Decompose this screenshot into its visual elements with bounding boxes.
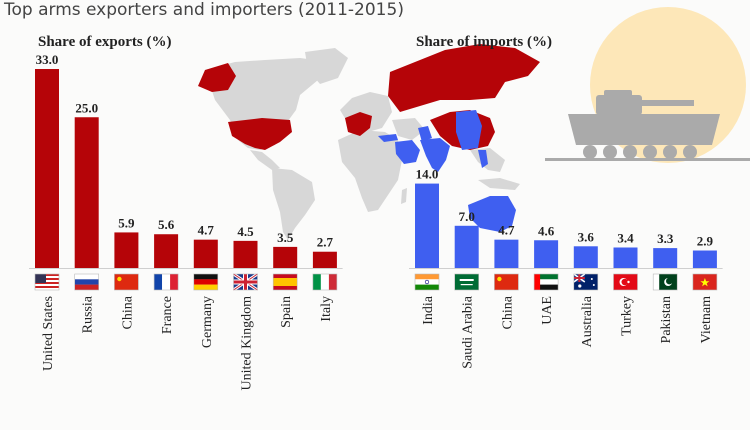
imports-value-label: 3.4	[617, 230, 634, 245]
tank-icon	[545, 90, 750, 161]
imports-category-label: Vietnam	[699, 296, 714, 343]
world-map	[198, 44, 540, 240]
indonesia-shape	[478, 178, 520, 190]
exports-category-label: United States	[41, 296, 56, 371]
madagascar-shape	[401, 188, 407, 204]
italy-flag-icon	[312, 273, 338, 291]
imports-category-label: UAE	[540, 296, 555, 325]
imports-category-label: China	[500, 295, 515, 329]
turkey-flag-icon	[613, 273, 638, 291]
imports-bar	[494, 239, 519, 268]
pakistan-shape	[418, 126, 432, 142]
imports-value-label: 3.6	[578, 229, 595, 244]
imports-bar	[653, 248, 678, 268]
imports-category-label: Turkey	[620, 296, 635, 336]
vietnam-shape	[478, 150, 488, 168]
imports-bar	[415, 183, 439, 268]
exports-value-label: 33.0	[36, 52, 59, 67]
exports-category-label: United Kingdom	[240, 296, 255, 391]
exports-bar	[233, 240, 258, 268]
australia-flag-icon	[573, 273, 599, 291]
exports-category-label: Germany	[200, 296, 215, 348]
exports-bar	[74, 117, 99, 268]
exports-category-label: China	[120, 295, 135, 329]
exports-category-label: France	[160, 296, 175, 334]
alaska-shape	[198, 63, 236, 92]
exports-value-label: 3.5	[277, 230, 294, 245]
germany-flag-icon	[193, 273, 219, 291]
turkey-shape	[378, 134, 398, 142]
imports-value-label: 2.9	[697, 234, 714, 249]
exports-bar	[312, 251, 337, 268]
exports-value-label: 5.6	[158, 217, 175, 232]
russia-shape	[388, 44, 540, 112]
uae-flag-icon	[533, 273, 559, 291]
east-china-shape	[456, 110, 482, 150]
chart-title: Top arms exporters and importers (2011-2…	[4, 0, 404, 20]
exports-bar	[273, 246, 298, 268]
imports-value-label: 3.3	[657, 231, 674, 246]
india-flag-icon	[414, 273, 440, 291]
africa-shape	[338, 130, 402, 212]
pakistan-flag-icon	[652, 273, 678, 291]
central-america-shape	[250, 150, 280, 170]
exports-bar	[35, 69, 59, 268]
exports-value-label: 4.7	[198, 223, 215, 238]
west-europe-shape	[345, 112, 372, 136]
uk-flag-icon	[232, 272, 259, 292]
greenland-shape	[305, 48, 348, 84]
exports-value-label: 2.7	[317, 235, 334, 250]
imports-bar	[534, 240, 559, 268]
imports-category-label: Australia	[580, 295, 595, 347]
exports-bar	[114, 232, 139, 268]
imports-bar	[573, 246, 598, 268]
usa-shape	[228, 118, 292, 150]
imports-category-label: India	[421, 295, 436, 325]
russia-flag-icon	[74, 273, 99, 291]
exports-panel-title: Share of exports (%)	[38, 34, 172, 50]
exports-bar	[154, 234, 179, 268]
imports-value-label: 7.0	[459, 209, 475, 224]
saudi-arabia-shape	[395, 140, 420, 164]
imports-value-label: 4.7	[498, 223, 515, 238]
imports-bar	[454, 225, 479, 268]
imports-value-label: 4.6	[538, 223, 555, 238]
imports-bar	[613, 247, 638, 268]
imports-category-label: Saudi Arabia	[461, 295, 476, 368]
exports-value-label: 25.0	[75, 100, 98, 115]
exports-category-label: Italy	[319, 296, 334, 322]
imports-chart: 14.0 India 7.0 Saudi Arabia 4.7 China 4.6 UAE 3.…	[409, 167, 723, 369]
exports-value-label: 5.9	[118, 215, 135, 230]
vietnam-flag-icon	[692, 273, 718, 291]
exports-bar	[193, 239, 218, 268]
australia-shape	[468, 196, 516, 232]
saudi-arabia-flag-icon	[454, 273, 480, 291]
exports-category-label: Spain	[279, 296, 294, 328]
exports-category-label: Russia	[81, 295, 96, 333]
south-america-shape	[272, 168, 315, 240]
china-flag-icon	[114, 273, 139, 291]
imports-panel-title: Share of imports (%)	[416, 34, 552, 50]
spain-flag-icon	[272, 273, 298, 291]
imports-value-label: 14.0	[416, 167, 439, 182]
us-flag-icon	[34, 273, 60, 291]
imports-category-label: Pakistan	[659, 296, 674, 343]
france-flag-icon	[153, 273, 179, 291]
imports-bar	[692, 250, 717, 268]
exports-value-label: 4.5	[237, 224, 254, 239]
middle-east-shape	[392, 118, 425, 140]
exports-chart: 33.0 United States 25.0 Russia 5.9 China 5.6 Fr…	[29, 52, 343, 391]
india-shape	[420, 138, 450, 172]
southeast-asia-shape	[470, 148, 505, 172]
china-flag-icon	[494, 273, 519, 291]
